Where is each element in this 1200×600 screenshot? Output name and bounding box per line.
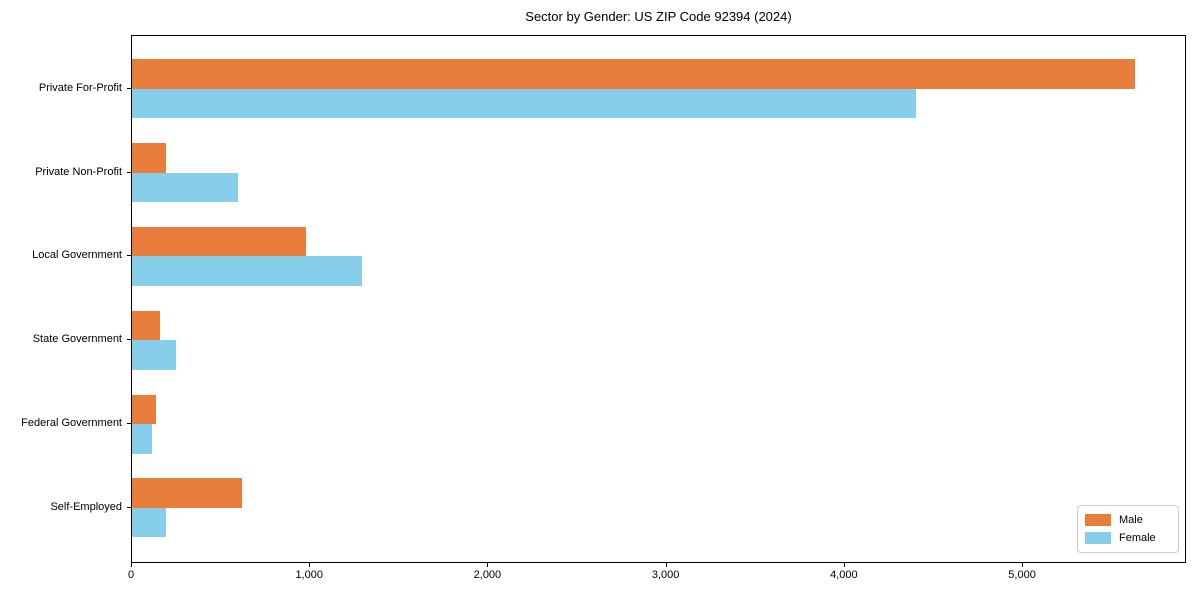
legend-item-male: Male [1085,511,1171,529]
y-axis-tick [127,171,131,173]
y-axis-tick [127,255,131,257]
bar-male-1 [132,59,1136,89]
bar-female-3 [132,256,363,286]
category-label: State Government [32,333,122,346]
legend-label-male: Male [1119,514,1143,526]
x-axis-tick [843,563,845,567]
bar-male-2 [132,143,166,173]
x-tick-label: 0 [127,569,135,581]
category-label: Federal Government [21,417,122,429]
legend: Male Female [1077,505,1179,553]
y-axis-tick [127,506,131,508]
legend-swatch-female [1085,532,1111,544]
legend-label-female: Female [1119,532,1156,544]
x-tick-label: 3,000 [651,569,680,581]
chart-title: Sector by Gender: US ZIP Code 92394 (202… [525,9,792,24]
x-axis-tick [1022,563,1024,567]
x-tick-label: 2,000 [473,569,502,581]
bar-female-1 [132,88,917,119]
category-label: Self-Employed [50,500,122,513]
bar-female-6 [132,507,166,538]
bar-female-5 [132,424,152,454]
legend-item-female: Female [1085,529,1171,547]
x-axis-tick [309,563,311,567]
plot-area: Male Female [131,35,1186,563]
x-axis-tick [131,563,132,567]
x-tick-label: 1,000 [295,569,323,581]
bar-female-2 [132,172,238,203]
bar-female-4 [132,340,177,370]
y-axis-tick [127,87,131,89]
bar-male-4 [132,310,161,341]
category-label: Private Non-Profit [35,165,122,178]
category-label: Local Government [32,249,122,262]
y-axis-tick [127,339,131,341]
x-axis-tick [665,563,667,567]
x-tick-label: 5,000 [1008,569,1036,581]
bar-male-3 [132,226,307,257]
bar-male-5 [132,394,156,424]
x-tick-label: 4,000 [830,569,858,581]
bar-male-6 [132,478,243,508]
legend-swatch-male [1085,514,1111,526]
category-label: Private For-Profit [38,81,122,94]
x-axis-tick [487,563,489,567]
y-axis-tick [127,423,131,424]
